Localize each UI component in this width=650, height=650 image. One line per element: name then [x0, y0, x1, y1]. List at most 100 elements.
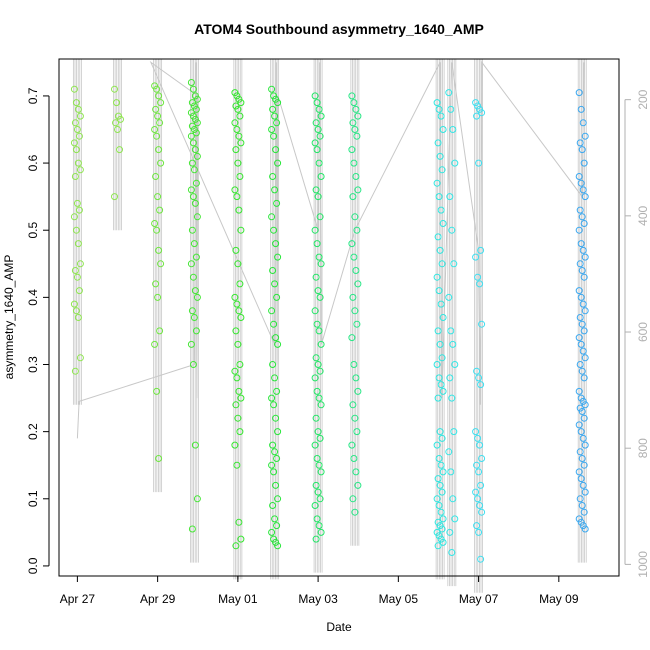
data-point — [311, 374, 319, 382]
data-point — [152, 105, 160, 113]
data-point — [316, 495, 324, 503]
data-point — [433, 441, 441, 449]
y-tick-label: 0.3 — [26, 356, 40, 373]
data-point — [579, 347, 587, 355]
data-point — [191, 115, 199, 123]
x-tick-label: Apr 29 — [140, 592, 176, 606]
data-point — [435, 287, 443, 295]
data-point — [473, 367, 481, 375]
data-point — [315, 522, 323, 530]
data-point — [581, 525, 589, 533]
data-point — [151, 126, 159, 133]
data-point — [351, 213, 359, 221]
data-point — [193, 293, 201, 301]
data-point — [315, 159, 323, 167]
data-point — [114, 126, 121, 133]
data-point — [191, 146, 199, 154]
data-point — [438, 434, 446, 442]
data-point — [577, 293, 585, 301]
data-point — [73, 273, 81, 281]
data-point — [312, 535, 320, 543]
data-point — [575, 334, 583, 342]
data-point — [75, 287, 83, 295]
data-point — [317, 528, 325, 536]
data-point — [354, 112, 362, 120]
data-point — [313, 515, 321, 523]
data-point — [351, 126, 359, 133]
data-point — [155, 455, 163, 462]
data-point — [348, 92, 356, 100]
data-point — [156, 206, 164, 214]
data-point — [577, 105, 585, 113]
data-point — [352, 173, 360, 180]
data-point — [189, 139, 197, 147]
data-point — [433, 179, 441, 187]
data-point — [235, 387, 243, 395]
data-point — [72, 146, 80, 154]
data-point — [437, 508, 445, 516]
data-point — [70, 300, 78, 308]
data-point — [155, 146, 163, 154]
data-point — [72, 226, 80, 234]
data-point — [270, 320, 278, 328]
data-point — [438, 166, 446, 174]
data-point — [314, 428, 322, 436]
data-point — [435, 374, 443, 382]
data-point — [76, 260, 84, 268]
x-tick-label: Apr 27 — [60, 592, 96, 606]
data-point — [271, 186, 279, 194]
data-point — [579, 397, 587, 405]
data-point — [313, 146, 321, 154]
data-point — [581, 193, 589, 201]
data-point — [435, 193, 443, 201]
data-point — [233, 300, 241, 308]
data-point — [438, 525, 446, 533]
data-point — [352, 374, 360, 382]
data-point — [577, 340, 585, 348]
data-point — [234, 105, 242, 113]
data-point — [449, 340, 457, 348]
data-point — [315, 461, 323, 469]
data-point — [237, 226, 245, 234]
data-point — [232, 146, 240, 154]
data-point — [116, 146, 123, 154]
data-point — [193, 495, 201, 503]
data-point — [231, 186, 239, 194]
data-point — [237, 394, 245, 402]
data-point — [354, 387, 362, 395]
data-point — [451, 159, 459, 167]
x-tick-label: May 05 — [379, 592, 419, 606]
data-point — [472, 488, 480, 496]
data-point — [233, 193, 241, 201]
data-point — [73, 126, 81, 133]
data-point — [438, 488, 446, 496]
data-point — [153, 85, 161, 93]
data-point — [272, 334, 280, 342]
data-point — [75, 132, 83, 140]
data-point — [316, 132, 324, 140]
data-point — [274, 159, 282, 167]
data-point — [314, 126, 322, 133]
data-point — [436, 481, 444, 489]
data-point — [73, 199, 81, 207]
data-point — [439, 220, 447, 227]
data-point — [313, 387, 321, 395]
data-point — [579, 186, 587, 194]
data-point — [578, 502, 586, 509]
data-point — [575, 287, 583, 295]
data-point — [190, 126, 198, 133]
data-point — [578, 367, 586, 375]
data-point — [193, 152, 201, 160]
data-point — [236, 361, 244, 368]
data-point — [70, 85, 78, 93]
data-point — [354, 280, 362, 288]
plot-frame — [58, 58, 620, 577]
data-point — [74, 314, 82, 321]
data-point — [72, 99, 80, 107]
data-point — [231, 441, 239, 449]
data-point — [271, 280, 279, 288]
data-point — [447, 105, 455, 113]
data-point — [472, 99, 480, 107]
data-point — [271, 374, 279, 382]
